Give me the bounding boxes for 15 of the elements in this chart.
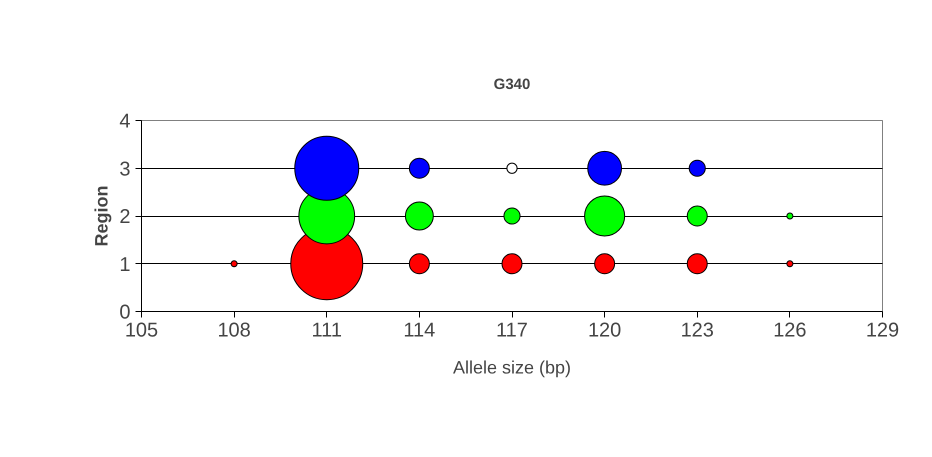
y-tick-label: 4 bbox=[119, 110, 130, 132]
x-tick-label: 123 bbox=[680, 320, 714, 342]
x-tick-label: 111 bbox=[312, 320, 342, 342]
x-axis-title: Allele size (bp) bbox=[452, 358, 572, 378]
chart-title: G340 bbox=[494, 76, 530, 93]
y-axis-title: Region bbox=[91, 186, 112, 246]
x-tick-label: 114 bbox=[403, 320, 436, 342]
x-tick-label: 120 bbox=[588, 320, 622, 342]
y-tick-label: 1 bbox=[119, 254, 130, 276]
x-tick-label: 117 bbox=[496, 320, 528, 342]
x-tick-label: 129 bbox=[866, 320, 900, 342]
x-tick-label: 108 bbox=[217, 320, 251, 342]
y-tick-label: 3 bbox=[119, 158, 130, 180]
x-tick-label: 126 bbox=[773, 320, 807, 342]
y-tick-label: 2 bbox=[119, 206, 130, 228]
